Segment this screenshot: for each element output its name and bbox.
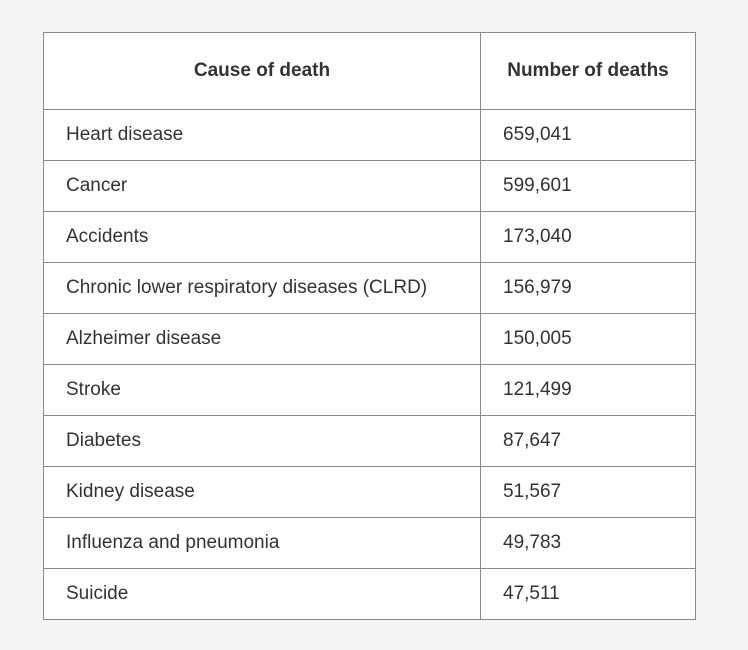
table-row: Heart disease 659,041: [43, 109, 696, 161]
deaths-cell: 150,005: [480, 313, 696, 365]
cause-cell: Influenza and pneumonia: [43, 517, 481, 569]
cause-cell: Stroke: [43, 364, 481, 416]
cause-cell: Chronic lower respiratory diseases (CLRD…: [43, 262, 481, 314]
table-row: Alzheimer disease 150,005: [43, 313, 696, 365]
table-row: Stroke 121,499: [43, 364, 696, 416]
table-row: Kidney disease 51,567: [43, 466, 696, 518]
cause-cell: Diabetes: [43, 415, 481, 467]
deaths-cell: 599,601: [480, 160, 696, 212]
deaths-cell: 47,511: [480, 568, 696, 620]
table-row: Diabetes 87,647: [43, 415, 696, 467]
deaths-cell: 156,979: [480, 262, 696, 314]
header-row: Cause of death Number of deaths: [43, 32, 696, 110]
table-row: Chronic lower respiratory diseases (CLRD…: [43, 262, 696, 314]
cause-cell: Heart disease: [43, 109, 481, 161]
cause-cell: Suicide: [43, 568, 481, 620]
table-row: Cancer 599,601: [43, 160, 696, 212]
deaths-cell: 173,040: [480, 211, 696, 263]
cause-cell: Cancer: [43, 160, 481, 212]
deaths-cell: 659,041: [480, 109, 696, 161]
cause-cell: Alzheimer disease: [43, 313, 481, 365]
cause-cell: Kidney disease: [43, 466, 481, 518]
column-header-cause: Cause of death: [43, 32, 481, 110]
causes-of-death-table: Cause of death Number of deaths Heart di…: [43, 32, 696, 620]
deaths-cell: 49,783: [480, 517, 696, 569]
cause-cell: Accidents: [43, 211, 481, 263]
table-row: Suicide 47,511: [43, 568, 696, 620]
data-table-container: Cause of death Number of deaths Heart di…: [43, 32, 696, 620]
deaths-cell: 87,647: [480, 415, 696, 467]
column-header-deaths: Number of deaths: [480, 32, 696, 110]
table-row: Influenza and pneumonia 49,783: [43, 517, 696, 569]
deaths-cell: 121,499: [480, 364, 696, 416]
deaths-cell: 51,567: [480, 466, 696, 518]
table-row: Accidents 173,040: [43, 211, 696, 263]
